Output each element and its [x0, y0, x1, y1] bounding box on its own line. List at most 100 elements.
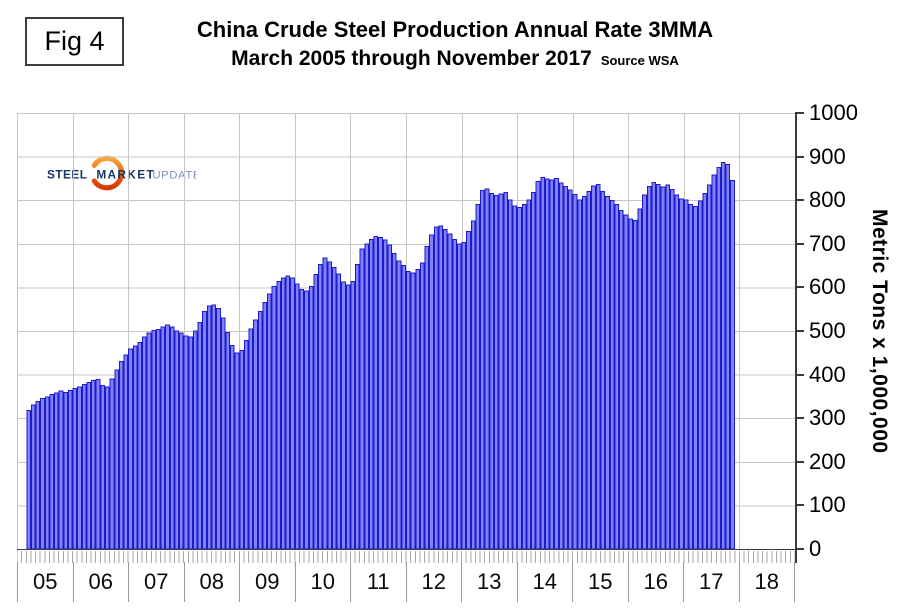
bar — [549, 179, 555, 550]
source-label: Source WSA — [600, 52, 679, 68]
y-tick-label: 900 — [809, 143, 846, 169]
bar — [378, 237, 383, 550]
bar — [433, 226, 439, 550]
bar — [720, 162, 726, 550]
bar — [456, 243, 462, 550]
bar — [563, 186, 569, 550]
year-label: 09 — [240, 562, 296, 602]
y-tick-mark — [795, 373, 804, 376]
bar — [646, 185, 652, 550]
bar — [146, 332, 152, 550]
bar — [572, 194, 578, 550]
bar — [230, 344, 235, 550]
bar — [410, 272, 416, 550]
year-label: 08 — [185, 562, 240, 602]
bar — [716, 167, 721, 550]
y-tick-mark — [795, 417, 804, 420]
bar — [285, 275, 291, 550]
figure-number-box: Fig 4 — [25, 17, 124, 66]
y-tick-mark — [795, 548, 804, 550]
bar — [373, 235, 379, 550]
bar — [382, 239, 388, 550]
bar — [637, 208, 643, 550]
bar — [632, 220, 638, 550]
bar — [132, 345, 138, 550]
bar — [452, 238, 457, 550]
logo-word-update: UPDATE — [152, 169, 196, 181]
bar — [54, 392, 59, 550]
bar — [475, 204, 481, 550]
year-label: 17 — [684, 562, 740, 602]
bar — [406, 270, 411, 550]
bar — [114, 369, 119, 550]
logo-word-market: MARKET — [96, 167, 155, 181]
bar — [271, 286, 277, 550]
bar — [160, 326, 166, 550]
y-tick-label: 300 — [809, 405, 846, 431]
year-label: 11 — [351, 562, 407, 602]
year-label: 14 — [518, 562, 573, 602]
y-tick-label: 1000 — [809, 100, 858, 125]
bar — [702, 193, 708, 550]
bar — [169, 326, 175, 550]
bar — [595, 184, 601, 550]
bar — [197, 321, 203, 550]
bar — [674, 194, 680, 550]
bar — [697, 200, 703, 550]
bar — [628, 218, 633, 550]
chart-subtitle: March 2005 through November 2017 Source W… — [125, 46, 785, 72]
bar — [480, 190, 485, 550]
bar — [415, 269, 420, 550]
y-tick-label: 700 — [809, 230, 846, 256]
bar — [526, 199, 532, 550]
bar — [355, 264, 360, 550]
bar — [651, 181, 657, 550]
year-label: 13 — [462, 562, 518, 602]
bar — [216, 307, 221, 550]
bar — [642, 194, 647, 550]
bar — [438, 225, 444, 550]
steel-market-update-logo: STEEL MARKET UPDATE — [46, 154, 200, 196]
bar — [155, 328, 161, 550]
bar — [540, 177, 545, 550]
bar — [220, 317, 226, 550]
bar — [364, 243, 369, 550]
bar — [128, 348, 133, 550]
bar — [313, 273, 319, 550]
bar — [350, 280, 356, 550]
bar — [294, 283, 300, 550]
y-tick-label: 100 — [809, 492, 846, 518]
y-tick-label: 200 — [809, 448, 846, 474]
bar — [322, 257, 328, 550]
bar — [86, 381, 92, 550]
bar — [665, 184, 670, 550]
bar — [591, 185, 596, 550]
bar — [267, 293, 272, 550]
bar — [424, 245, 430, 550]
bar — [669, 188, 675, 550]
bar — [493, 194, 499, 550]
bar — [174, 330, 180, 550]
bar — [535, 180, 541, 550]
bar — [544, 178, 550, 550]
plot-area — [17, 113, 795, 564]
bar — [489, 193, 494, 550]
year-label: 06 — [74, 562, 129, 602]
bar — [123, 354, 129, 550]
bar — [327, 261, 332, 550]
y-axis-title: Metric Tons x 1,000,000 — [868, 208, 891, 454]
chart-title: China Crude Steel Production Annual Rate… — [196, 17, 714, 42]
bar — [688, 204, 694, 550]
y-tick-label: 400 — [809, 361, 846, 387]
bar — [466, 231, 471, 550]
y-tick-label: 600 — [809, 274, 846, 300]
bar — [63, 391, 68, 550]
bar — [531, 191, 536, 550]
bar — [151, 330, 156, 550]
bar — [67, 389, 73, 550]
bar — [183, 335, 189, 550]
bar — [26, 409, 31, 550]
y-tick-mark — [795, 242, 804, 245]
bar — [118, 361, 124, 550]
bar — [104, 386, 110, 550]
